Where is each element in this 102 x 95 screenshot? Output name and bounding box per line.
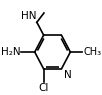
Text: H₂N: H₂N <box>1 47 20 57</box>
Text: HN: HN <box>21 11 36 21</box>
Text: N: N <box>64 70 71 80</box>
Text: CH₃: CH₃ <box>83 47 101 57</box>
Text: Cl: Cl <box>38 83 49 93</box>
